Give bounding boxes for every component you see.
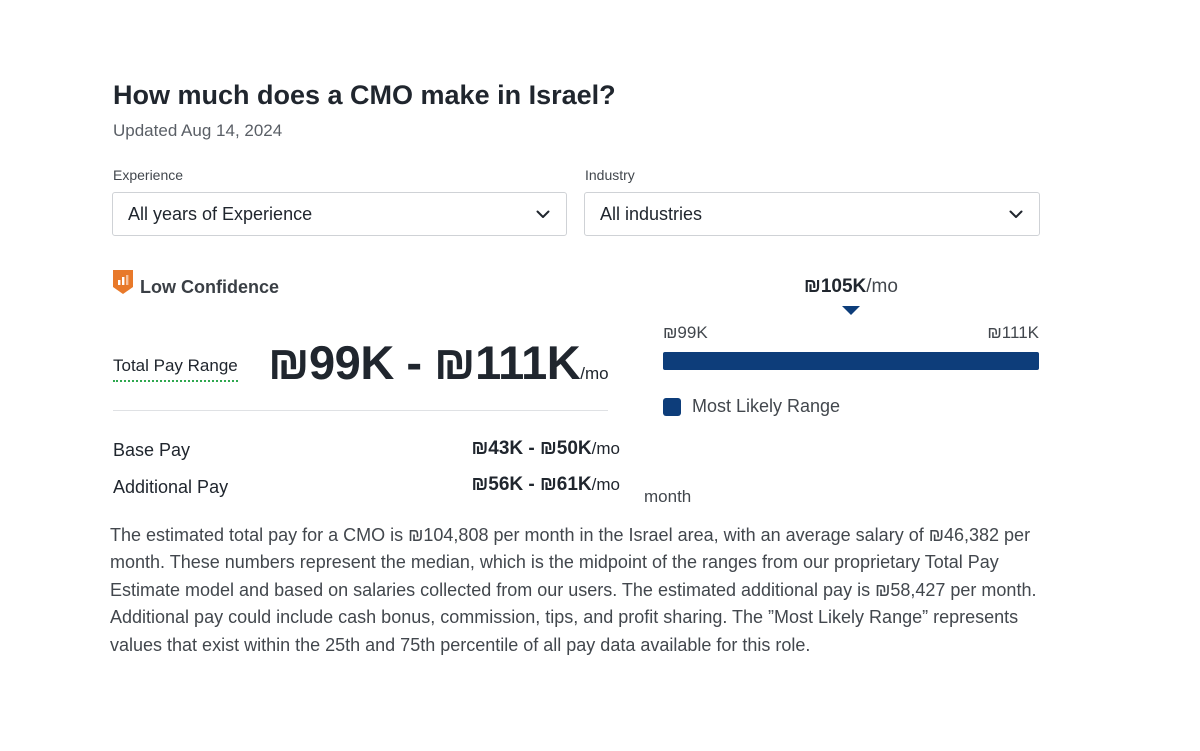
- experience-select-value: All years of Experience: [128, 203, 313, 224]
- median-marker-icon: [842, 306, 860, 315]
- median-pay-unit: /mo: [866, 276, 898, 297]
- median-pay-label: ₪105K/mo: [663, 276, 1039, 298]
- page-title: How much does a CMO make in Israel?: [113, 80, 616, 110]
- base-pay-label: Base Pay: [113, 440, 191, 460]
- low-confidence-icon: [111, 269, 135, 295]
- confidence-label: Low Confidence: [140, 277, 279, 297]
- industry-select-value: All industries: [600, 203, 703, 224]
- total-pay-range: ₪99K - ₪111K/mo: [268, 335, 609, 390]
- legend-swatch: [663, 398, 681, 416]
- industry-select[interactable]: All industries: [584, 192, 1040, 236]
- range-low-label: ₪99K: [663, 323, 708, 342]
- most-likely-range-bar: [663, 352, 1039, 370]
- chevron-down-icon: [1009, 207, 1023, 221]
- pay-description: The estimated total pay for a CMO is ₪10…: [110, 525, 1037, 655]
- total-pay-range-label[interactable]: Total Pay Range: [113, 356, 238, 382]
- additional-pay-label: Additional Pay: [113, 477, 229, 497]
- divider: [113, 410, 608, 411]
- median-pay-value: ₪105K: [804, 276, 867, 297]
- base-pay-unit: /mo: [591, 439, 620, 458]
- industry-filter-label: Industry: [585, 167, 635, 183]
- experience-select[interactable]: All years of Experience: [112, 192, 567, 236]
- total-pay-range-unit: /mo: [580, 364, 609, 383]
- additional-pay-unit: /mo: [591, 475, 620, 494]
- month-label: month: [644, 487, 692, 506]
- additional-pay-value: ₪56K - ₪61K/mo: [471, 474, 620, 496]
- range-high-label: ₪111K: [987, 323, 1039, 342]
- base-pay-range: ₪43K - ₪50K: [471, 438, 592, 459]
- updated-date: Updated Aug 14, 2024: [113, 121, 283, 140]
- experience-filter-label: Experience: [113, 167, 184, 183]
- legend-label: Most Likely Range: [692, 396, 841, 416]
- total-pay-range-value: ₪99K - ₪111K: [268, 336, 581, 389]
- additional-pay-range: ₪56K - ₪61K: [471, 474, 592, 495]
- base-pay-value: ₪43K - ₪50K/mo: [471, 438, 620, 460]
- chevron-down-icon: [536, 207, 550, 221]
